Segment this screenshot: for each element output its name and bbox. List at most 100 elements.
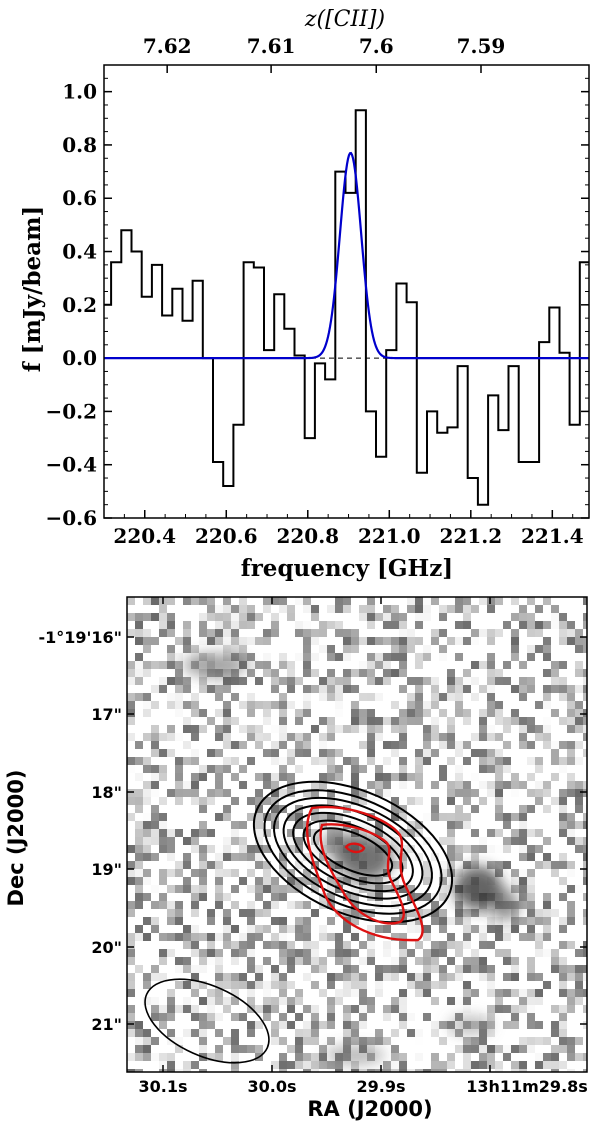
image-pixel	[271, 613, 279, 621]
image-pixel	[463, 1069, 471, 1072]
image-pixel	[551, 1045, 559, 1053]
image-pixel	[311, 805, 319, 813]
image-pixel	[175, 861, 183, 869]
image-pixel	[143, 1053, 151, 1061]
image-pixel	[223, 917, 231, 925]
image-pixel	[191, 797, 199, 805]
image-pixel	[511, 645, 519, 653]
image-pixel	[511, 973, 519, 981]
image-pixel	[479, 733, 487, 741]
image-pixel	[551, 909, 559, 917]
image-pixel	[551, 949, 559, 957]
image-pixel	[583, 1069, 587, 1072]
image-pixel	[159, 629, 167, 637]
image-pixel	[255, 613, 263, 621]
image-pixel	[303, 605, 311, 613]
image-pixel	[567, 757, 575, 765]
image-pixel	[391, 725, 399, 733]
image-pixel	[351, 877, 359, 885]
image-pixel	[135, 797, 143, 805]
image-pixel	[247, 965, 255, 973]
image-pixel	[503, 973, 511, 981]
image-pixel	[487, 1053, 495, 1061]
image-pixel	[159, 877, 167, 885]
image-pixel	[535, 1053, 543, 1061]
image-pixel	[127, 1013, 135, 1021]
image-pixel	[327, 861, 335, 869]
image-pixel	[415, 973, 423, 981]
image-pixel	[583, 917, 587, 925]
image-pixel	[135, 885, 143, 893]
image-pixel	[431, 853, 439, 861]
image-pixel	[495, 789, 503, 797]
image-pixel	[135, 877, 143, 885]
image-pixel	[495, 597, 503, 605]
image-pixel	[223, 1005, 231, 1013]
image-pixel	[343, 989, 351, 997]
image-pixel	[391, 741, 399, 749]
image-pixel	[327, 981, 335, 989]
image-pixel	[527, 957, 535, 965]
image-pixel	[479, 725, 487, 733]
image-pixel	[327, 621, 335, 629]
image-pixel	[359, 1005, 367, 1013]
image-pixel	[199, 613, 207, 621]
image-pixel	[487, 597, 495, 605]
x-tick-label: 221.0	[358, 524, 421, 548]
image-pixel	[359, 829, 367, 837]
dec-tick-label: 21"	[91, 1015, 122, 1034]
image-pixel	[583, 621, 587, 629]
image-pixel	[247, 653, 255, 661]
image-pixel	[455, 605, 463, 613]
image-pixel	[263, 941, 271, 949]
image-pixel	[575, 645, 583, 653]
image-pixel	[471, 989, 479, 997]
image-pixel	[199, 709, 207, 717]
image-pixel	[191, 757, 199, 765]
image-pixel	[351, 885, 359, 893]
image-pixel	[287, 605, 295, 613]
image-pixel	[199, 1013, 207, 1021]
image-pixel	[575, 981, 583, 989]
image-pixel	[455, 901, 463, 909]
image-pixel	[159, 957, 167, 965]
image-pixel	[255, 789, 263, 797]
image-pixel	[431, 965, 439, 973]
image-pixel	[263, 845, 271, 853]
image-pixel	[503, 757, 511, 765]
image-pixel	[511, 1013, 519, 1021]
image-pixel	[175, 693, 183, 701]
image-pixel	[167, 677, 175, 685]
image-pixel	[399, 1005, 407, 1013]
image-pixel	[151, 701, 159, 709]
image-pixel	[263, 653, 271, 661]
image-pixel	[127, 861, 135, 869]
image-pixel	[423, 725, 431, 733]
image-pixel	[167, 949, 175, 957]
image-pixel	[223, 845, 231, 853]
image-pixel	[247, 1045, 255, 1053]
image-pixel	[151, 805, 159, 813]
image-pixel	[303, 1021, 311, 1029]
image-pixel	[135, 1053, 143, 1061]
image-pixel	[559, 965, 567, 973]
image-pixel	[447, 861, 455, 869]
image-pixel	[495, 925, 503, 933]
image-pixel	[359, 989, 367, 997]
image-pixel	[559, 685, 567, 693]
image-pixel	[159, 685, 167, 693]
image-pixel	[431, 1069, 439, 1072]
image-pixel	[551, 1029, 559, 1037]
image-pixel	[415, 781, 423, 789]
image-pixel	[495, 869, 503, 877]
image-pixel	[271, 701, 279, 709]
image-pixel	[527, 1013, 535, 1021]
image-pixel	[183, 717, 191, 725]
image-pixel	[575, 845, 583, 853]
image-pixel	[127, 949, 135, 957]
image-pixel	[151, 749, 159, 757]
image-pixel	[255, 1021, 263, 1029]
image-pixel	[143, 813, 151, 821]
image-pixel	[167, 1005, 175, 1013]
dec-axis-ticks: -1°19'16"17"18"19"20"21"	[38, 628, 587, 1034]
